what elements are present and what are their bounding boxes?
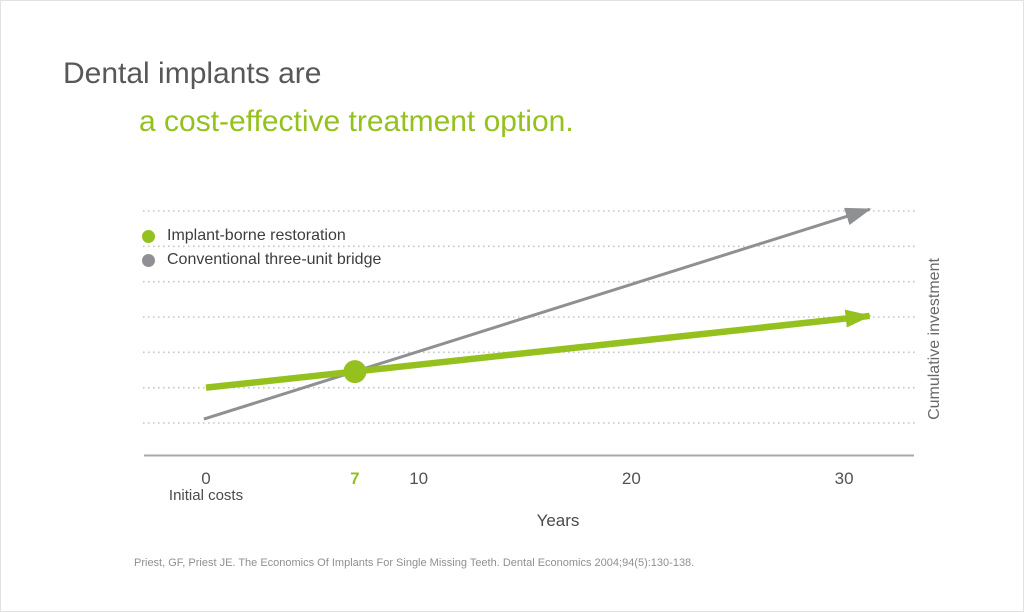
- citation: Priest, GF, Priest JE. The Economics Of …: [134, 557, 695, 569]
- x-tick-10: 10: [409, 469, 429, 488]
- legend-bridge-dot-icon: [142, 253, 155, 267]
- legend-item-implant: Implant-borne restoration: [142, 224, 381, 248]
- x-axis-title: Years: [536, 511, 580, 530]
- legend-label-implant: Implant-borne restoration: [167, 227, 346, 244]
- breakeven-marker: [343, 360, 367, 384]
- chart-series: [203, 207, 872, 421]
- legend-label-bridge: Conventional three-unit bridge: [167, 251, 382, 268]
- series-line-1: [203, 207, 872, 421]
- chart-legend: Implant-borne restoration Conventional t…: [142, 224, 381, 272]
- x-tick-7: 7: [350, 469, 360, 488]
- page-title: Dental implants are: [63, 57, 322, 90]
- legend-implant-dot-icon: [142, 229, 155, 243]
- page-subtitle: a cost-effective treatment option.: [139, 105, 574, 138]
- y-axis-title: Cumulative investment: [926, 258, 943, 420]
- x-tick-20: 20: [621, 469, 641, 488]
- x-tick-30: 30: [834, 469, 854, 488]
- legend-item-bridge: Conventional three-unit bridge: [142, 248, 381, 272]
- series-line-0: [205, 309, 872, 391]
- x-tick-0: 0: [201, 469, 211, 488]
- x-tick-sublabel-initial-costs: Initial costs: [168, 487, 244, 504]
